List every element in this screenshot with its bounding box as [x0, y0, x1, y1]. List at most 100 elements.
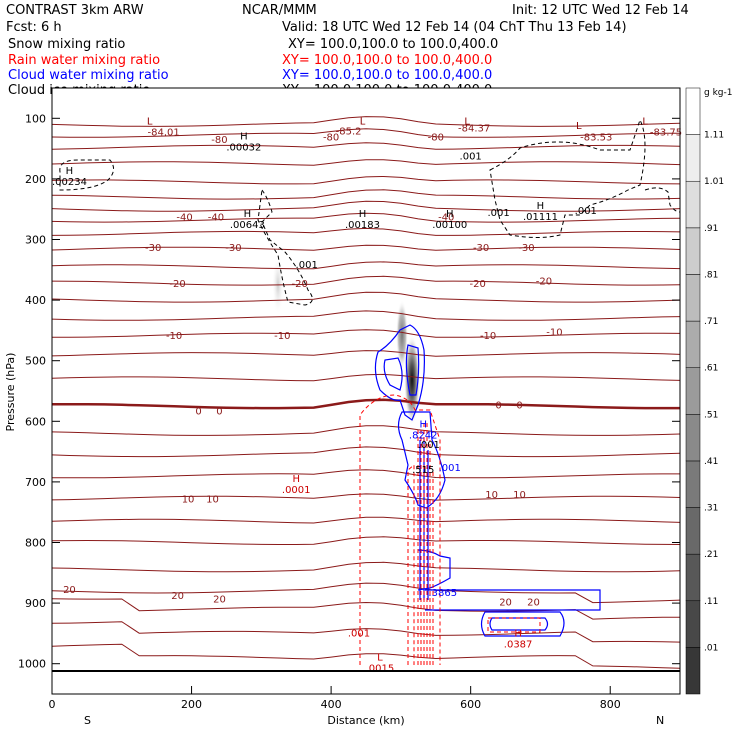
y-tick-label: 700: [25, 476, 46, 489]
isotherm-line: [52, 142, 680, 150]
y-tick-label: 400: [25, 294, 46, 307]
isotherm-label: 10: [513, 490, 526, 501]
colorbar-swatch: [685, 600, 701, 648]
y-axis-title: Pressure (hPa): [4, 353, 17, 432]
colorbar-unit: g kg-1: [704, 88, 732, 98]
colorbar-label: .61: [704, 364, 718, 374]
colorbar-label: .91: [704, 224, 718, 234]
extremum-marker: H: [240, 132, 248, 143]
cloud-water-upper-inner: [383, 357, 403, 391]
isotherm-label: 20: [527, 597, 540, 608]
isotherm-line: [52, 582, 680, 604]
colorbar-swatch: [685, 87, 701, 135]
colorbar-label: 1.01: [704, 177, 724, 187]
isotherm-line: [52, 261, 680, 270]
isotherm-label: -83.53: [580, 132, 612, 143]
cloud-water-blob-right: [480, 611, 565, 637]
extremum-value: .00100: [432, 220, 467, 231]
y-tick-label: 200: [25, 173, 46, 186]
field-snow-xy: XY= 100.0,100.0 to 100.0,400.0: [288, 37, 498, 52]
isotherm-line: [52, 200, 680, 212]
extremum-marker: L: [147, 116, 153, 127]
isotherm-line: [52, 159, 680, 166]
x-tick-label: 600: [460, 698, 481, 711]
x-tick-label: 0: [49, 698, 56, 711]
colorbar-label: .01: [704, 643, 718, 653]
colorbar-label: .21: [704, 550, 718, 560]
cloud-water-upper-inner2: [405, 344, 420, 396]
contour-label: .001: [487, 208, 509, 219]
isotherm-line: [52, 189, 680, 200]
isotherm-label: 0: [516, 400, 522, 411]
rain-water-contours: [359, 394, 541, 665]
isotherm-label: 10: [206, 494, 219, 505]
isotherm-line: [52, 212, 680, 223]
isotherm-label: -30: [518, 243, 534, 254]
isotherm-label: -30: [473, 243, 489, 254]
rain-blob-right: [487, 617, 541, 633]
init-time: Init: 12 UTC Wed 12 Feb 14: [512, 3, 689, 18]
extremum-marker: H: [446, 209, 454, 220]
extremum-marker: L: [576, 121, 582, 132]
field-rain: Rain water mixing ratio: [8, 53, 160, 68]
isotherm-label: 10: [485, 490, 498, 501]
isotherm-lines: [52, 116, 680, 669]
colorbar-swatch: [685, 647, 701, 695]
isotherm-label: -80: [211, 135, 227, 146]
isotherm-line: [52, 350, 680, 357]
colorbar-swatch: [685, 274, 701, 322]
extremum-marker: L: [464, 116, 470, 127]
isotherm-line: [52, 310, 680, 321]
x-tick-label: 800: [600, 698, 621, 711]
colorbar-swatch: [685, 180, 701, 229]
extremum-marker: L: [377, 653, 383, 664]
rain-outer: [359, 394, 441, 665]
valid-time: Valid: 18 UTC Wed 12 Feb 14 (04 ChT Thu …: [282, 20, 627, 35]
extremum-value: .0001: [282, 485, 311, 496]
x-tick-label: 400: [321, 698, 342, 711]
isotherm-line: [52, 425, 680, 436]
isotherm-label: -85.2: [336, 126, 362, 137]
cloud-water-base: [417, 549, 451, 591]
isotherm-label: 0: [216, 406, 222, 417]
colorbar-swatch: [685, 367, 701, 415]
extremum-value: .01111: [523, 212, 558, 223]
center-name: NCAR/MMM: [242, 3, 317, 18]
isotherm-label: 20: [213, 594, 226, 605]
isotherm-line: [52, 227, 680, 236]
isotherm-line: [52, 244, 680, 251]
isotherm-line: [52, 536, 680, 545]
isotherm-line: [52, 275, 680, 286]
isotherm-line: [52, 446, 680, 458]
extremum-marker: L: [642, 116, 648, 127]
extremum-marker: L: [360, 116, 366, 127]
colorbar-swatch: [685, 414, 701, 462]
x-axis-title: Distance (km): [327, 714, 404, 727]
cloud-water-blob-right-inner: [489, 617, 549, 631]
extremum-marker: H: [537, 201, 545, 212]
isotherm-line: [52, 643, 680, 669]
y-tick-label: 1000: [18, 658, 46, 671]
isotherm-label: -80: [428, 132, 444, 143]
ice-contour-far-right: [644, 187, 680, 213]
colorbar-label: .71: [704, 317, 718, 327]
ice-contour-anvil: [257, 188, 313, 306]
colorbar-label: .11: [704, 597, 718, 607]
forecast-hour: Fcst: 6 h: [6, 20, 62, 35]
extremum-value: .00032: [226, 143, 261, 154]
x-axis-left-end: S: [84, 714, 91, 727]
field-snow: Snow mixing ratio: [8, 37, 125, 52]
isotherm-line: [52, 116, 680, 127]
extremum-marker: H: [292, 474, 300, 485]
y-tick-label: 100: [25, 112, 46, 125]
isotherm-label: -40: [438, 212, 454, 223]
isotherm-label: -84.01: [148, 128, 180, 139]
rain-mid: [407, 463, 415, 665]
isotherm-line: [52, 493, 680, 501]
isotherm-label: -84.37: [458, 123, 490, 134]
ice-contour-right: [489, 118, 646, 238]
isotherm-label: 20: [499, 597, 512, 608]
isotherm-label: 0: [495, 400, 501, 411]
isotherm-label: 10: [182, 494, 195, 505]
